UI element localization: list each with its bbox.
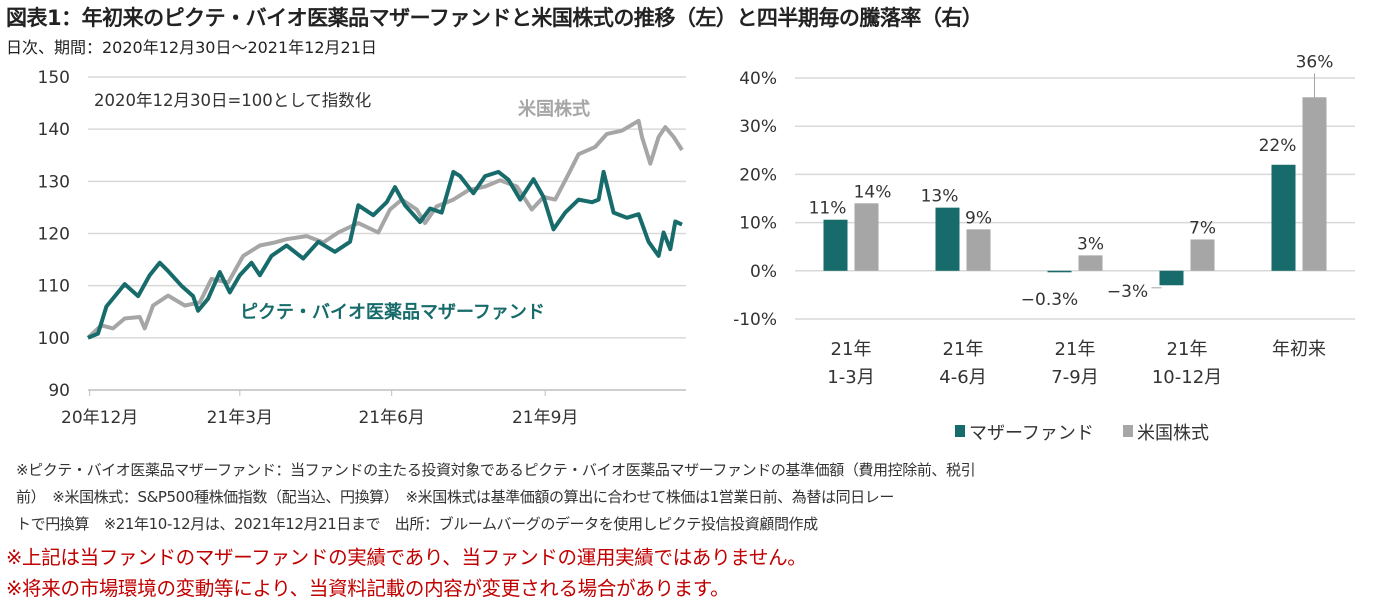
data-label: −0.3% <box>1021 290 1078 310</box>
category-label: 21年 <box>943 339 984 360</box>
y-tick-label: -10% <box>733 310 777 330</box>
category-label: 年初来 <box>1272 339 1326 360</box>
y-tick-label: 120 <box>38 225 70 245</box>
bar <box>854 203 879 271</box>
x-tick-label: 21年3月 <box>207 408 273 428</box>
data-label: −3% <box>1107 282 1148 302</box>
bar <box>1078 255 1103 271</box>
category-label: 21年 <box>831 339 872 360</box>
warning-line-1: ※上記は当ファンドのマザーファンドの実績であり、当ファンドの運用実績ではありませ… <box>6 546 807 569</box>
category-label: 7-9月 <box>1051 367 1098 388</box>
y-tick-label: 20% <box>739 165 777 185</box>
x-tick-label: 20年12月 <box>61 408 138 428</box>
legend-label: マザーファンド <box>969 423 1094 444</box>
y-tick-label: 100 <box>38 329 70 349</box>
data-label: 3% <box>1077 234 1104 254</box>
data-label: 7% <box>1189 218 1216 238</box>
note-line-1: ※ピクテ・バイオ医薬品マザーファンド：当ファンドの主たる投資対象であるピクテ・バ… <box>16 461 976 479</box>
x-tick-label: 21年6月 <box>358 408 424 428</box>
note-line-2: 前） ※米国株式：S&P500種株価指数（配当込、円換算） ※米国株式は基準価額… <box>16 488 894 506</box>
bar <box>1271 164 1296 271</box>
series-line-fund <box>87 169 683 340</box>
category-label: 1-3月 <box>827 367 874 388</box>
series-label-us-stocks: 米国株式 <box>518 98 590 120</box>
category-label: 10-12月 <box>1152 367 1222 388</box>
data-label: 36% <box>1296 52 1334 72</box>
index-annotation: 2020年12月30日=100として指数化 <box>94 91 371 110</box>
series-label-fund: ピクテ・バイオ医薬品マザーファンド <box>240 302 545 323</box>
chart-subtitle: 日次、期間：2020年12月30日～2021年12月21日 <box>6 38 377 57</box>
data-label: 9% <box>965 208 992 228</box>
bar <box>1302 97 1327 271</box>
series-line-us-stocks <box>86 118 684 340</box>
y-tick-label: 130 <box>38 172 70 192</box>
y-tick-label: 110 <box>38 277 70 297</box>
warning-line-2: ※将来の市場環境の変動等により、当資料記載の内容が変更される場合があります。 <box>6 577 730 600</box>
y-tick-label: 10% <box>739 214 777 234</box>
data-label: 13% <box>921 187 959 207</box>
data-label: 11% <box>809 199 847 219</box>
y-tick-label: 40% <box>739 69 777 89</box>
y-tick-label: 90 <box>48 381 70 401</box>
legend-swatch <box>955 425 965 437</box>
bar <box>935 207 960 271</box>
bar <box>823 219 848 271</box>
y-tick-label: 0% <box>750 262 777 282</box>
chart-title: 図表1：年初来のピクテ・バイオ医薬品マザーファンドと米国株式の推移（左）と四半期… <box>6 6 983 30</box>
y-tick-label: 140 <box>38 120 70 140</box>
data-label: 14% <box>854 182 892 202</box>
note-line-3: トで円換算 ※21年10-12月は、2021年12月21日まで 出所：ブルームバ… <box>16 515 818 533</box>
data-label: 22% <box>1259 136 1297 156</box>
bar <box>1190 239 1215 271</box>
category-label: 21年 <box>1167 339 1208 360</box>
category-label: 4-6月 <box>939 367 986 388</box>
y-tick-label: 150 <box>38 68 70 88</box>
legend-swatch <box>1123 425 1133 437</box>
legend-label: 米国株式 <box>1137 423 1209 444</box>
bar <box>1159 270 1184 286</box>
bar <box>966 229 991 271</box>
bar <box>1047 270 1072 273</box>
y-tick-label: 30% <box>739 117 777 137</box>
x-tick-label: 21年9月 <box>512 408 578 428</box>
category-label: 21年 <box>1055 339 1096 360</box>
